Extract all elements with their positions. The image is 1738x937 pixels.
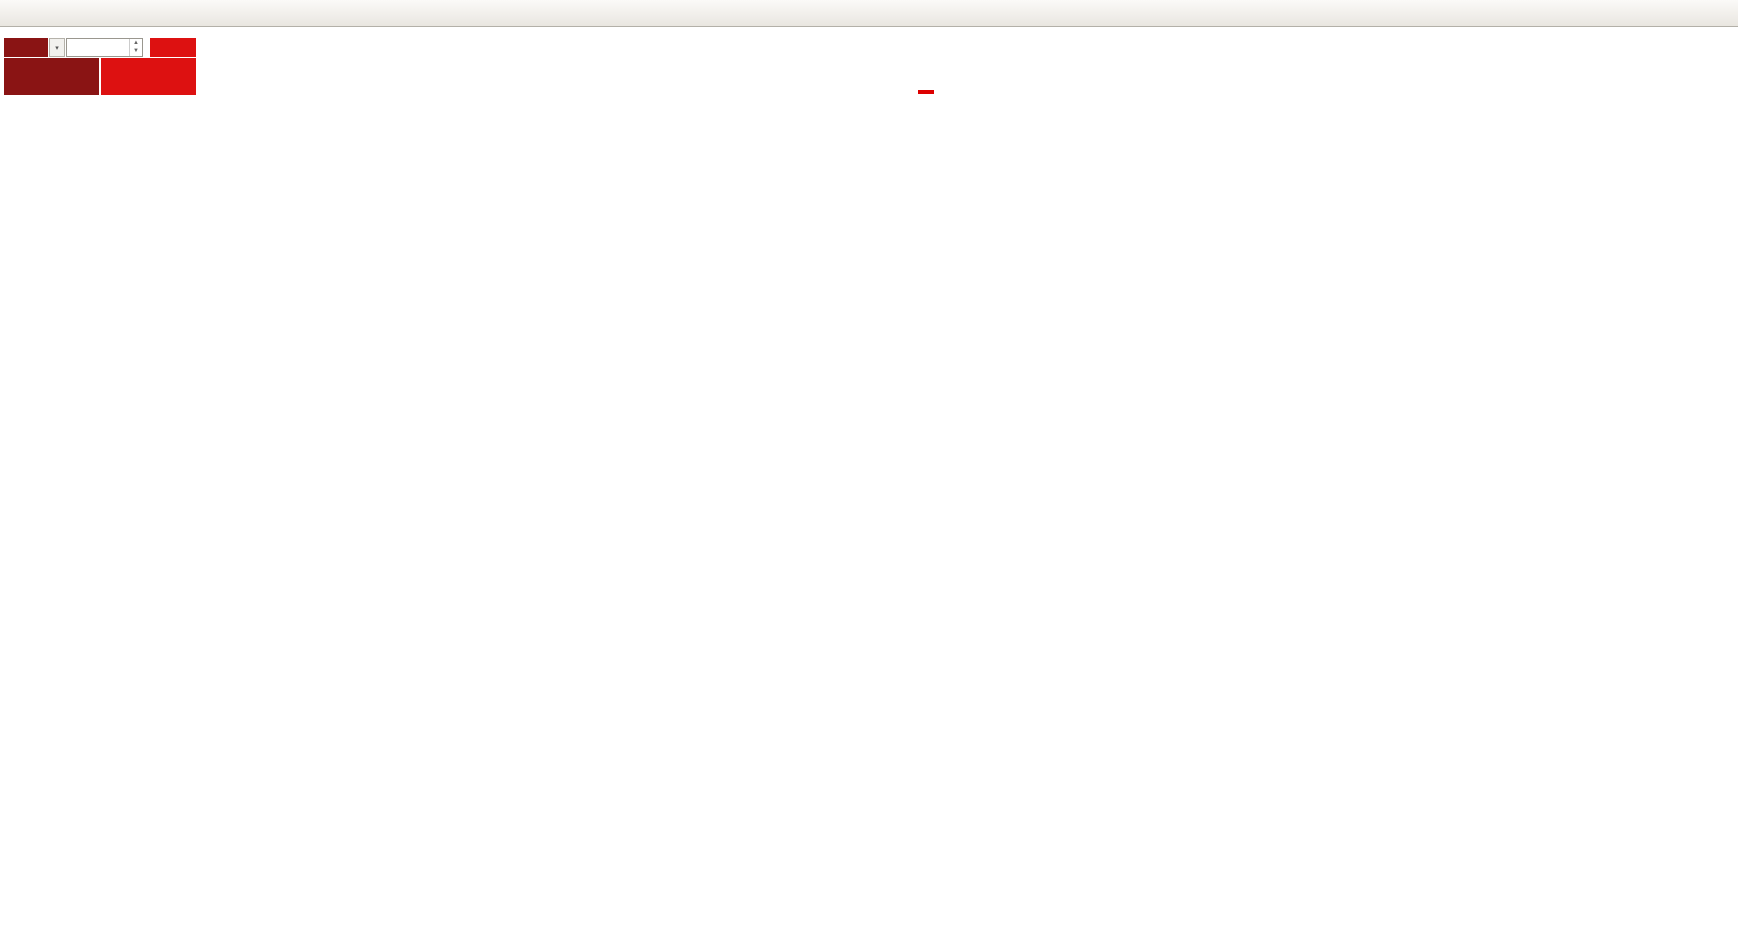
main-toolbar xyxy=(0,0,1738,27)
buy-button[interactable] xyxy=(150,38,196,57)
volume-input[interactable] xyxy=(67,39,129,56)
rsi-indicator-label xyxy=(4,682,10,693)
symbol-info xyxy=(6,28,15,38)
trade-options-dropdown[interactable]: ▾ xyxy=(49,38,65,57)
price-level-annotation xyxy=(918,90,934,94)
one-click-trading-panel: ▾ ▲ ▼ xyxy=(4,38,196,95)
volume-down-button[interactable]: ▼ xyxy=(133,48,139,54)
volume-field: ▲ ▼ xyxy=(66,38,143,57)
sell-button[interactable] xyxy=(4,38,48,57)
volume-up-button[interactable]: ▲ xyxy=(133,40,139,46)
ask-price-button[interactable] xyxy=(101,58,196,95)
bid-price-button[interactable] xyxy=(4,58,99,95)
volume-stepper: ▲ ▼ xyxy=(129,39,142,56)
price-axis xyxy=(1531,0,1577,860)
time-axis xyxy=(0,834,1530,848)
macd-indicator-label xyxy=(4,525,14,536)
